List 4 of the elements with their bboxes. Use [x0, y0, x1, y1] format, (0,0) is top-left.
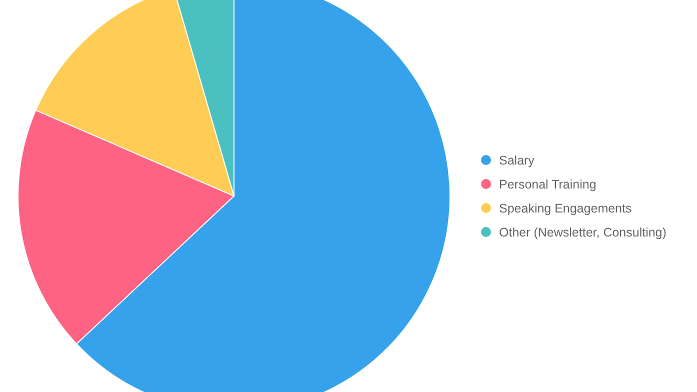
legend-label: Personal Training: [499, 178, 596, 192]
legend-label: Speaking Engagements: [499, 202, 632, 216]
legend-label: Other (Newsletter, Consulting): [499, 226, 666, 240]
legend-label: Salary: [499, 154, 536, 168]
